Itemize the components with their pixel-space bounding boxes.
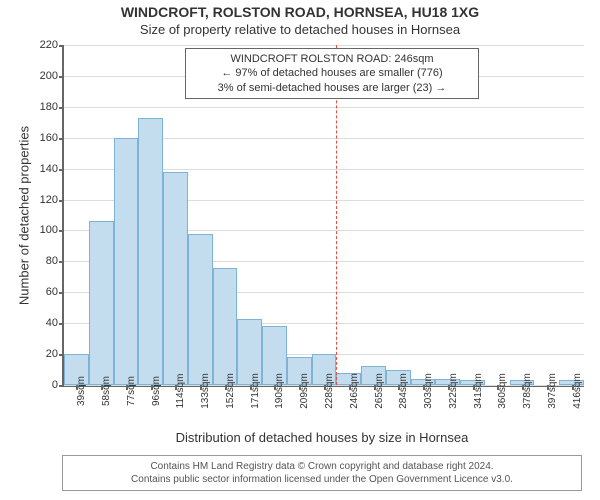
xtick-label: 416sqm xyxy=(572,373,583,409)
ytick-mark xyxy=(59,138,64,140)
xtick-label: 265sqm xyxy=(374,373,385,409)
gridline xyxy=(64,107,584,108)
footer-line: Contains HM Land Registry data © Crown c… xyxy=(67,460,577,473)
chart-subtitle: Size of property relative to detached ho… xyxy=(0,22,600,37)
ytick-mark xyxy=(59,230,64,232)
histogram-bar xyxy=(89,221,114,385)
histogram-bar xyxy=(114,138,139,385)
histogram-bar xyxy=(138,118,163,385)
xtick-label: 322sqm xyxy=(448,373,459,409)
ytick-label: 100 xyxy=(40,224,58,236)
ytick-mark xyxy=(59,76,64,78)
xtick-label: 360sqm xyxy=(497,373,508,409)
ytick-label: 160 xyxy=(40,132,58,144)
xtick-label: 114sqm xyxy=(175,374,186,409)
ytick-label: 40 xyxy=(46,317,58,329)
ytick-label: 80 xyxy=(46,255,58,267)
xtick-label: 284sqm xyxy=(398,373,409,409)
x-axis-label: Distribution of detached houses by size … xyxy=(62,430,582,445)
annotation-line: 3% of semi-detached houses are larger (2… xyxy=(192,81,472,95)
ytick-mark xyxy=(59,323,64,325)
annotation-box: WINDCROFT ROLSTON ROAD: 246sqm ← 97% of … xyxy=(185,48,479,99)
xtick-label: 96sqm xyxy=(151,376,162,406)
histogram-chart: WINDCROFT, ROLSTON ROAD, HORNSEA, HU18 1… xyxy=(0,0,600,500)
ytick-mark xyxy=(59,200,64,202)
ytick-label: 180 xyxy=(40,101,58,113)
ytick-label: 120 xyxy=(40,194,58,206)
ytick-mark xyxy=(59,107,64,109)
xtick-label: 246sqm xyxy=(349,373,360,409)
ytick-label: 20 xyxy=(46,348,58,360)
gridline xyxy=(64,45,584,46)
footer-line: Contains public sector information licen… xyxy=(67,473,577,486)
ytick-mark xyxy=(59,261,64,263)
xtick-label: 378sqm xyxy=(522,373,533,409)
ytick-label: 220 xyxy=(40,39,58,51)
histogram-bar xyxy=(163,172,188,385)
xtick-label: 303sqm xyxy=(423,373,434,409)
ytick-label: 140 xyxy=(40,163,58,175)
xtick-label: 341sqm xyxy=(473,373,484,409)
xtick-label: 228sqm xyxy=(324,373,335,409)
ytick-mark xyxy=(59,169,64,171)
ytick-mark xyxy=(59,45,64,47)
y-axis-label: Number of detached properties xyxy=(17,116,32,316)
xtick-label: 209sqm xyxy=(299,373,310,409)
histogram-bar xyxy=(213,268,238,385)
xtick-label: 39sqm xyxy=(76,376,87,406)
xtick-label: 133sqm xyxy=(200,373,211,409)
xtick-label: 171sqm xyxy=(250,373,261,409)
xtick-label: 152sqm xyxy=(225,373,236,409)
ytick-mark xyxy=(59,292,64,294)
ytick-label: 0 xyxy=(52,379,58,391)
histogram-bar xyxy=(188,234,213,385)
xtick-label: 77sqm xyxy=(126,376,137,406)
xtick-label: 397sqm xyxy=(547,373,558,409)
annotation-line: WINDCROFT ROLSTON ROAD: 246sqm xyxy=(192,52,472,66)
xtick-label: 190sqm xyxy=(274,373,285,409)
xtick-label: 58sqm xyxy=(101,376,112,406)
ytick-mark xyxy=(59,385,64,387)
chart-title: WINDCROFT, ROLSTON ROAD, HORNSEA, HU18 1… xyxy=(0,4,600,20)
ytick-label: 200 xyxy=(40,70,58,82)
footer-attribution: Contains HM Land Registry data © Crown c… xyxy=(62,455,582,491)
annotation-line: ← 97% of detached houses are smaller (77… xyxy=(192,66,472,80)
ytick-label: 60 xyxy=(46,286,58,298)
